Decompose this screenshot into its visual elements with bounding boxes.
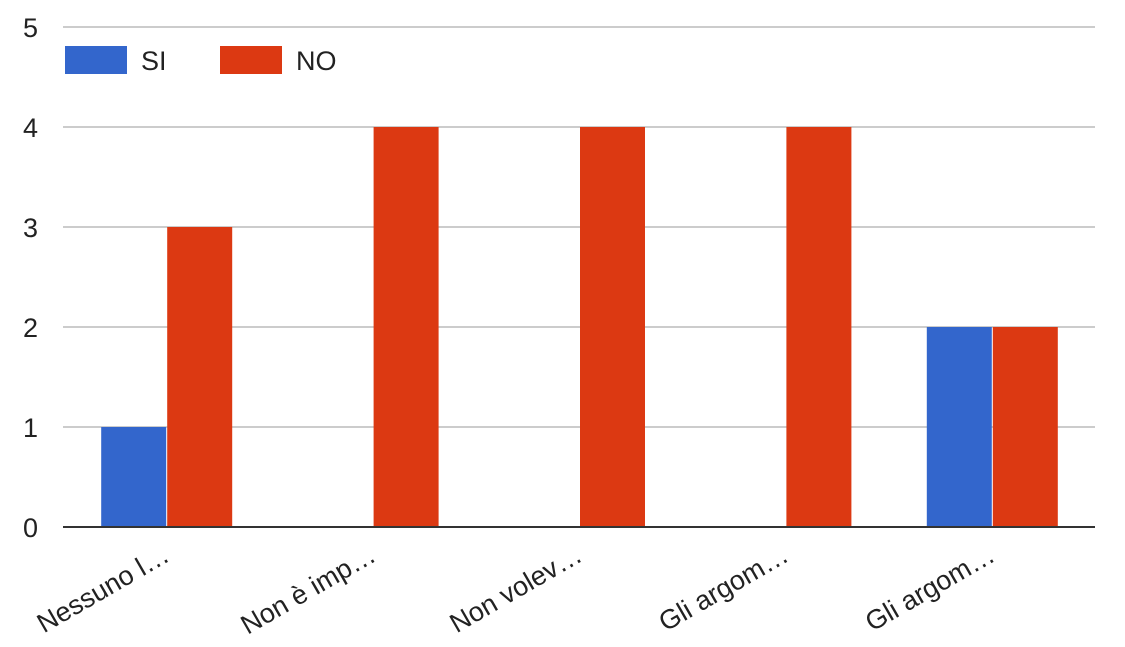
- x-category-label: Non è imp…: [236, 539, 381, 640]
- legend-label-si: SI: [141, 46, 167, 76]
- bar-no[interactable]: [373, 127, 439, 527]
- bar-si[interactable]: [926, 327, 992, 527]
- bar-si[interactable]: [101, 427, 167, 527]
- legend-item-si[interactable]: SI: [65, 46, 167, 76]
- bar-no[interactable]: [786, 127, 852, 527]
- y-tick-label: 3: [23, 213, 38, 243]
- y-tick-label: 1: [23, 413, 38, 443]
- y-tick-label: 0: [23, 513, 38, 543]
- legend-swatch-no: [220, 46, 282, 74]
- x-category-label: Gli argom…: [860, 539, 1000, 637]
- x-category-label: Nessuno l…: [32, 539, 174, 639]
- y-tick-label: 2: [23, 313, 38, 343]
- bar-no[interactable]: [992, 327, 1058, 527]
- y-tick-label: 4: [23, 113, 38, 143]
- legend-label-no: NO: [296, 46, 337, 76]
- x-category-label: Non volev…: [445, 539, 587, 639]
- gridlines: [63, 26, 1095, 428]
- y-tick-label: 5: [23, 13, 38, 43]
- bars: [101, 127, 1058, 527]
- bar-no[interactable]: [167, 227, 233, 527]
- bar-no[interactable]: [580, 127, 645, 527]
- x-category-label: Gli argom…: [654, 539, 794, 637]
- legend-swatch-si: [65, 46, 127, 74]
- legend-item-no[interactable]: NO: [220, 46, 337, 76]
- legend: SI NO: [65, 46, 337, 76]
- x-axis-category-labels: Nessuno l… Non è imp… Non volev… Gli argom……: [32, 539, 1000, 640]
- y-axis-tick-labels: 0 1 2 3 4 5: [23, 13, 38, 543]
